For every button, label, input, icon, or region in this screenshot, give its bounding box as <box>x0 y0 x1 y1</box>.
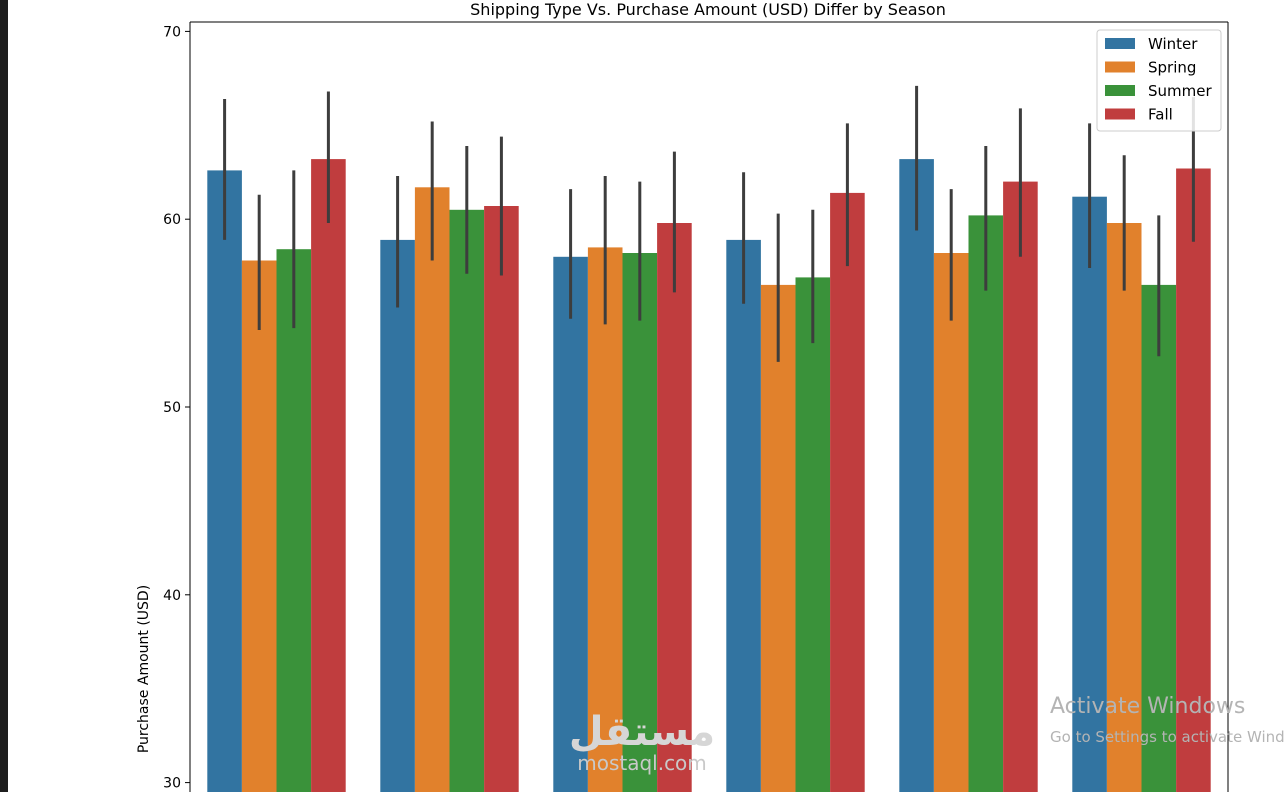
legend-label-spring: Spring <box>1148 59 1196 77</box>
bar-summer-3 <box>622 253 658 792</box>
bar-summer-2 <box>449 209 485 792</box>
y-tick-label-30: 30 <box>163 776 181 792</box>
bar-winter-6 <box>1072 196 1107 792</box>
bar-fall-3 <box>657 223 692 792</box>
bar-summer-5 <box>968 215 1004 792</box>
y-tick-label-50: 50 <box>163 400 181 416</box>
bar-spring-6 <box>1106 223 1142 792</box>
y-tick-label-40: 40 <box>163 588 181 604</box>
axes: 30 40 50 60 70 <box>163 21 1229 792</box>
bar-spring-4 <box>760 284 796 792</box>
legend: Winter Spring Summer Fall <box>1096 29 1222 132</box>
bar-fall-2 <box>484 206 519 792</box>
watermark-brand: mostaql.com <box>577 751 707 775</box>
bar-summer-4 <box>795 277 831 792</box>
bar-fall-5 <box>1003 181 1038 792</box>
bar-spring-5 <box>933 253 969 792</box>
bars-layer <box>207 159 1211 792</box>
activate-windows-subtitle: Go to Settings to activate Windows. <box>1050 728 1285 746</box>
error-bars-layer <box>223 85 1195 362</box>
watermark: مستقل mostaql.com <box>569 709 715 775</box>
bar-fall-1 <box>311 159 346 792</box>
activate-windows-title: Activate Windows <box>1050 694 1246 719</box>
bar-winter-1 <box>207 170 242 792</box>
legend-swatch-spring <box>1105 61 1135 73</box>
bar-fall-6 <box>1176 168 1211 792</box>
legend-swatch-fall <box>1105 108 1135 120</box>
left-edge-strip <box>0 0 8 792</box>
legend-box <box>1096 29 1222 132</box>
bar-summer-1 <box>276 249 312 792</box>
y-tick-label-70: 70 <box>163 24 181 40</box>
legend-label-fall: Fall <box>1148 106 1173 124</box>
chart-title: Shipping Type Vs. Purchase Amount (USD) … <box>470 0 946 19</box>
bar-spring-2 <box>414 187 450 792</box>
bar-winter-3 <box>553 256 588 792</box>
bar-winter-4 <box>726 239 761 792</box>
bar-spring-3 <box>587 247 623 792</box>
legend-label-winter: Winter <box>1148 35 1198 53</box>
bar-summer-6 <box>1141 284 1177 792</box>
y-axis-label: Purchase Amount (USD) <box>136 585 152 753</box>
watermark-arabic: مستقل <box>569 709 715 755</box>
bar-winter-2 <box>380 239 415 792</box>
y-tick-label-60: 60 <box>163 212 181 228</box>
legend-label-summer: Summer <box>1148 82 1212 100</box>
legend-swatch-summer <box>1105 85 1135 96</box>
bar-spring-1 <box>241 260 277 792</box>
bar-winter-5 <box>899 159 934 792</box>
legend-swatch-winter <box>1105 38 1135 49</box>
bar-fall-4 <box>830 192 865 792</box>
